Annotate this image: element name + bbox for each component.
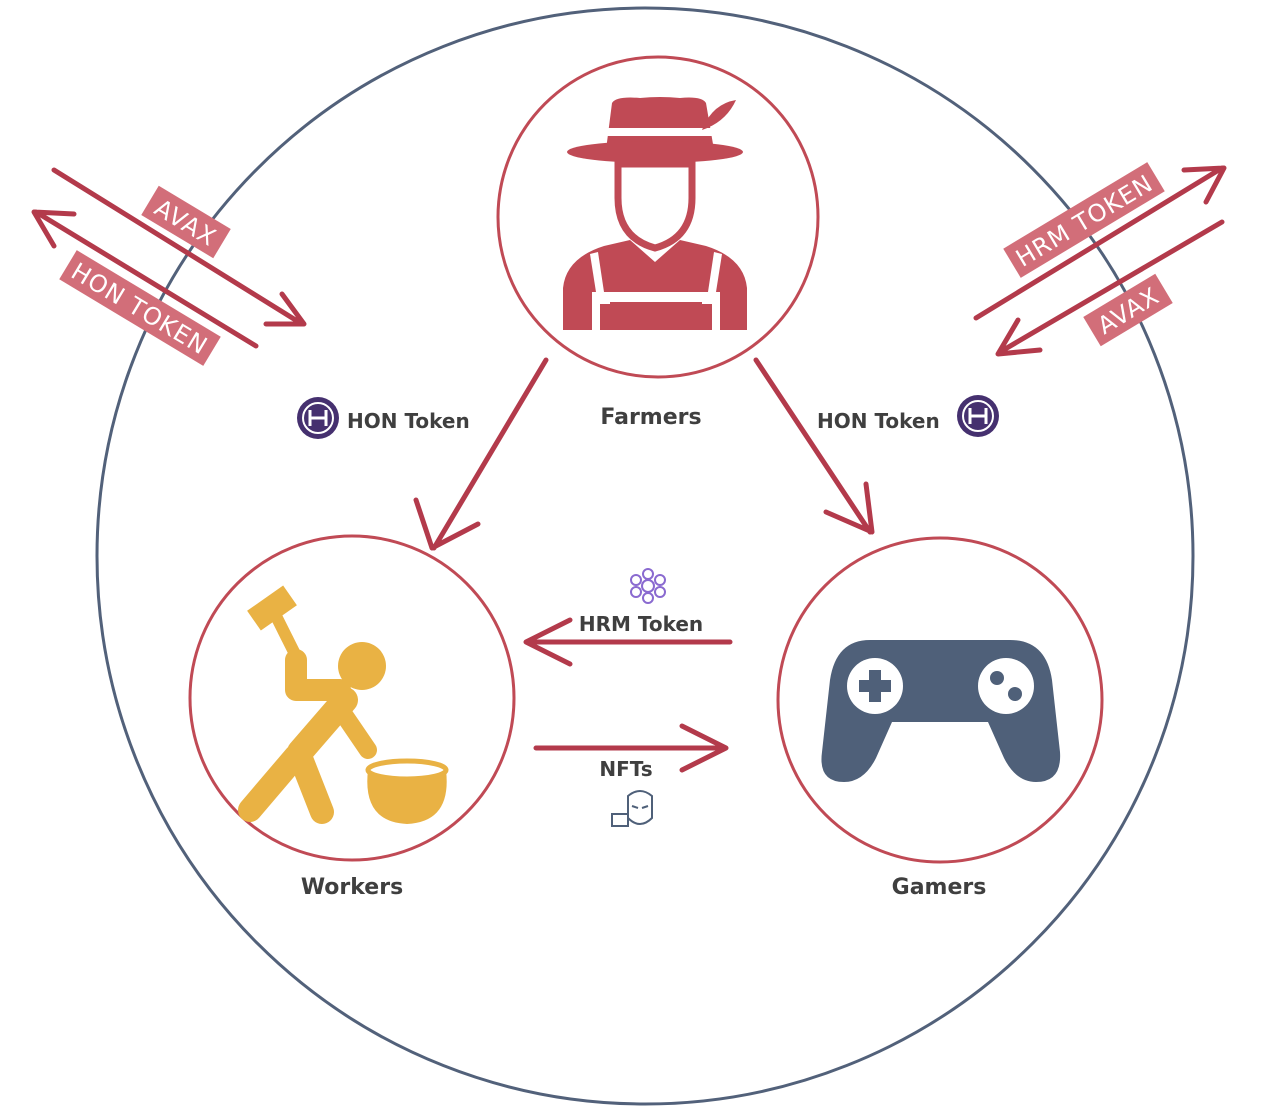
flow-label-gamers-to-workers: HRM Token (579, 612, 703, 636)
flow-workers-to-gamers: NFTs (533, 723, 729, 827)
hon-coin-icon (297, 397, 339, 439)
flow-label-farmers-to-gamers: HON Token (817, 409, 940, 433)
flow-farmers-to-gamers: HON Token (753, 357, 999, 535)
gamers-label: Gamers (892, 875, 987, 900)
workers-label: Workers (301, 875, 403, 900)
flow-label-workers-to-gamers: NFTs (599, 757, 652, 781)
arrow-farmers-to-gamers (753, 357, 875, 535)
outer-ring (95, 6, 1195, 1106)
workers-node: Workers (188, 534, 516, 900)
arrow-gamers-to-workers (523, 617, 733, 667)
farmer-icon (563, 97, 747, 330)
flow-label-farmers-to-workers: HON Token (347, 409, 470, 433)
farmers-node: Farmers (496, 55, 820, 430)
avax-tag-left: AVAX (141, 185, 231, 259)
flow-farmers-to-workers: HON Token (297, 357, 549, 551)
nft-mask-icon (611, 790, 653, 827)
arrow-workers-to-gamers (533, 723, 729, 773)
left-external-exchange: AVAX HON TOKEN (31, 167, 307, 366)
gamepad-icon (821, 640, 1061, 782)
arrow-hon-out-left (31, 209, 259, 349)
avax-tag-right: AVAX (1083, 273, 1173, 347)
farmers-label: Farmers (600, 405, 701, 430)
gamers-node: Gamers (776, 536, 1104, 900)
arrow-farmers-to-workers (413, 357, 549, 551)
arrow-avax-in-right (995, 219, 1225, 357)
arrow-hrm-out-right (973, 165, 1227, 321)
worker-icon (238, 585, 449, 824)
flow-gamers-to-workers: HRM Token (523, 568, 733, 667)
hon-coin-icon (957, 395, 999, 437)
right-external-exchange: HRM TOKEN AVAX (973, 162, 1227, 357)
arrow-avax-in-left (51, 167, 307, 327)
hrm-flower-icon (630, 568, 666, 604)
